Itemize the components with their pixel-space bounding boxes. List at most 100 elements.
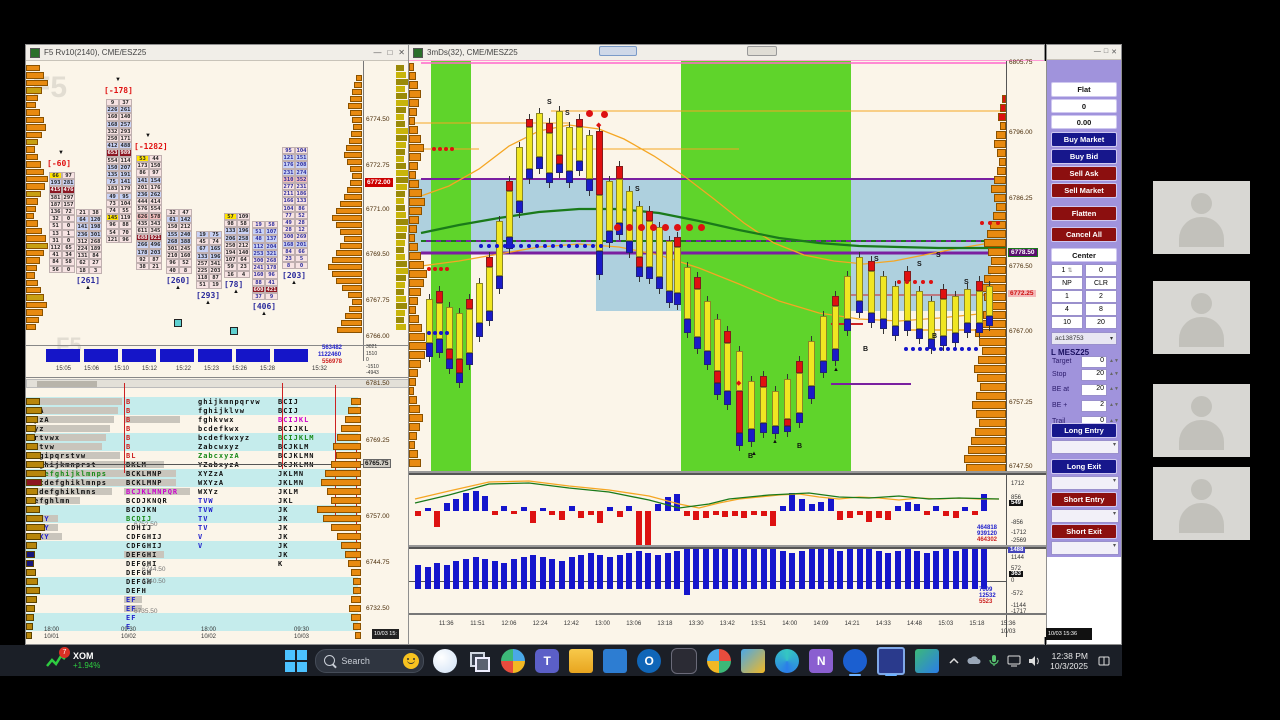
entry-dropdown[interactable]: ▾ (1051, 476, 1119, 490)
candle[interactable] (536, 113, 543, 157)
candle[interactable] (556, 164, 563, 173)
candle[interactable] (466, 299, 473, 309)
candle[interactable] (772, 426, 779, 434)
candle[interactable] (486, 311, 493, 321)
photos-icon[interactable] (707, 648, 732, 673)
field-value[interactable]: 0 (1081, 356, 1107, 368)
candle[interactable] (606, 181, 613, 231)
file-explorer-icon[interactable] (569, 648, 594, 673)
store-icon[interactable] (603, 648, 628, 673)
field-stepper[interactable]: ▲▼ (1109, 402, 1119, 408)
cancel-all-button[interactable]: Cancel All (1051, 227, 1117, 242)
notion-icon[interactable]: N (809, 648, 834, 673)
horizontal-scrollbar[interactable] (26, 379, 411, 388)
qty-cell-4[interactable]: 4 (1051, 303, 1083, 316)
notification-icon[interactable] (1097, 654, 1111, 668)
candle[interactable] (596, 131, 603, 195)
candle[interactable] (868, 313, 875, 323)
footprint-window-titlebar[interactable]: F5 Rv10(2140), CME/ESZ25 — □ ✕ (26, 45, 409, 61)
widgets-icon[interactable] (501, 648, 526, 673)
candle[interactable] (436, 303, 443, 339)
close-icon[interactable]: ✕ (1111, 49, 1117, 56)
candle[interactable] (714, 319, 721, 371)
field-stepper[interactable]: ▲▼ (1109, 371, 1119, 377)
candle[interactable] (952, 296, 959, 333)
candle[interactable] (526, 169, 533, 179)
snipping-icon[interactable] (741, 648, 766, 673)
center-button[interactable]: Center (1051, 248, 1117, 262)
candle[interactable] (704, 301, 711, 351)
candle[interactable] (964, 289, 971, 323)
candle[interactable] (526, 119, 533, 127)
candle[interactable] (446, 349, 453, 359)
candle[interactable] (674, 237, 681, 247)
qty-cell-8[interactable]: 8 (1085, 303, 1117, 316)
long-exit-button[interactable]: Long Exit (1051, 459, 1117, 474)
qty-cell-10[interactable]: 10 (1051, 316, 1083, 329)
candle[interactable] (446, 359, 453, 369)
candle[interactable] (808, 386, 815, 399)
0-00-button[interactable]: 0.00 (1051, 115, 1117, 129)
close-icon[interactable]: ✕ (398, 48, 405, 57)
candle[interactable] (880, 276, 887, 319)
candle[interactable] (684, 319, 691, 333)
buy-market-button[interactable]: Buy Market (1051, 132, 1117, 147)
candle[interactable] (986, 316, 993, 326)
chart-app-icon[interactable] (877, 646, 906, 676)
candle[interactable] (736, 351, 743, 391)
qty-cell-2[interactable]: 2 (1085, 290, 1117, 303)
candle[interactable] (796, 413, 803, 423)
candle[interactable] (546, 133, 553, 173)
candle[interactable] (526, 127, 533, 169)
candle[interactable] (476, 323, 483, 337)
stock-widget[interactable]: 7 XOM +1.94% (45, 646, 100, 672)
candle[interactable] (516, 147, 523, 201)
candle[interactable] (820, 361, 827, 373)
candle[interactable] (456, 373, 463, 383)
candle[interactable] (856, 257, 863, 301)
candle[interactable] (904, 321, 911, 331)
candle[interactable] (844, 319, 851, 331)
window-tab[interactable] (599, 46, 637, 56)
outlook-icon[interactable]: O (637, 648, 662, 673)
0-button[interactable]: 0 (1051, 99, 1117, 113)
account-dropdown[interactable]: ac138753 ▾ (1051, 332, 1117, 345)
candle[interactable] (546, 123, 553, 133)
candle[interactable] (904, 281, 911, 321)
trading-app-icon[interactable] (843, 648, 868, 676)
candle[interactable] (694, 289, 701, 337)
gallery-icon[interactable] (915, 648, 940, 673)
candle[interactable] (616, 179, 623, 223)
candle[interactable] (556, 155, 563, 164)
candle[interactable] (940, 336, 947, 346)
candle[interactable] (456, 313, 463, 359)
candle[interactable] (556, 111, 563, 155)
candle[interactable] (704, 351, 711, 365)
candle[interactable] (596, 251, 603, 275)
candle[interactable] (476, 283, 483, 323)
candle[interactable] (466, 353, 473, 365)
candle[interactable] (466, 309, 473, 353)
candle[interactable] (666, 241, 673, 291)
candle[interactable] (976, 323, 983, 333)
flatten-button[interactable]: Flatten (1051, 206, 1117, 221)
maximize-icon[interactable]: □ (1103, 48, 1109, 55)
edge-icon[interactable] (775, 648, 800, 673)
candle[interactable] (636, 257, 643, 267)
candle[interactable] (436, 291, 443, 303)
candle[interactable] (820, 316, 827, 361)
candle[interactable] (714, 371, 721, 383)
candle[interactable] (868, 261, 875, 271)
short-exit-button[interactable]: Short Exit (1051, 524, 1117, 539)
qty-cell-1[interactable]: 1 (1051, 290, 1083, 303)
footprint-chart-area[interactable]: F5F56774.506772.756771.006769.506767.756… (26, 61, 411, 646)
candle[interactable] (796, 361, 803, 373)
candle[interactable] (724, 331, 731, 343)
candle[interactable] (586, 179, 593, 191)
candle[interactable] (916, 291, 923, 329)
candle[interactable] (674, 293, 681, 305)
maximize-icon[interactable]: □ (387, 48, 393, 57)
candle[interactable] (436, 339, 443, 353)
candle[interactable] (646, 267, 653, 279)
entry-dropdown[interactable]: ▾ (1051, 440, 1119, 454)
